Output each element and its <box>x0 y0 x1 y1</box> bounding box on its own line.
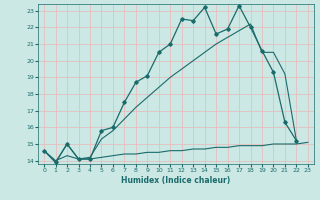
X-axis label: Humidex (Indice chaleur): Humidex (Indice chaleur) <box>121 176 231 185</box>
